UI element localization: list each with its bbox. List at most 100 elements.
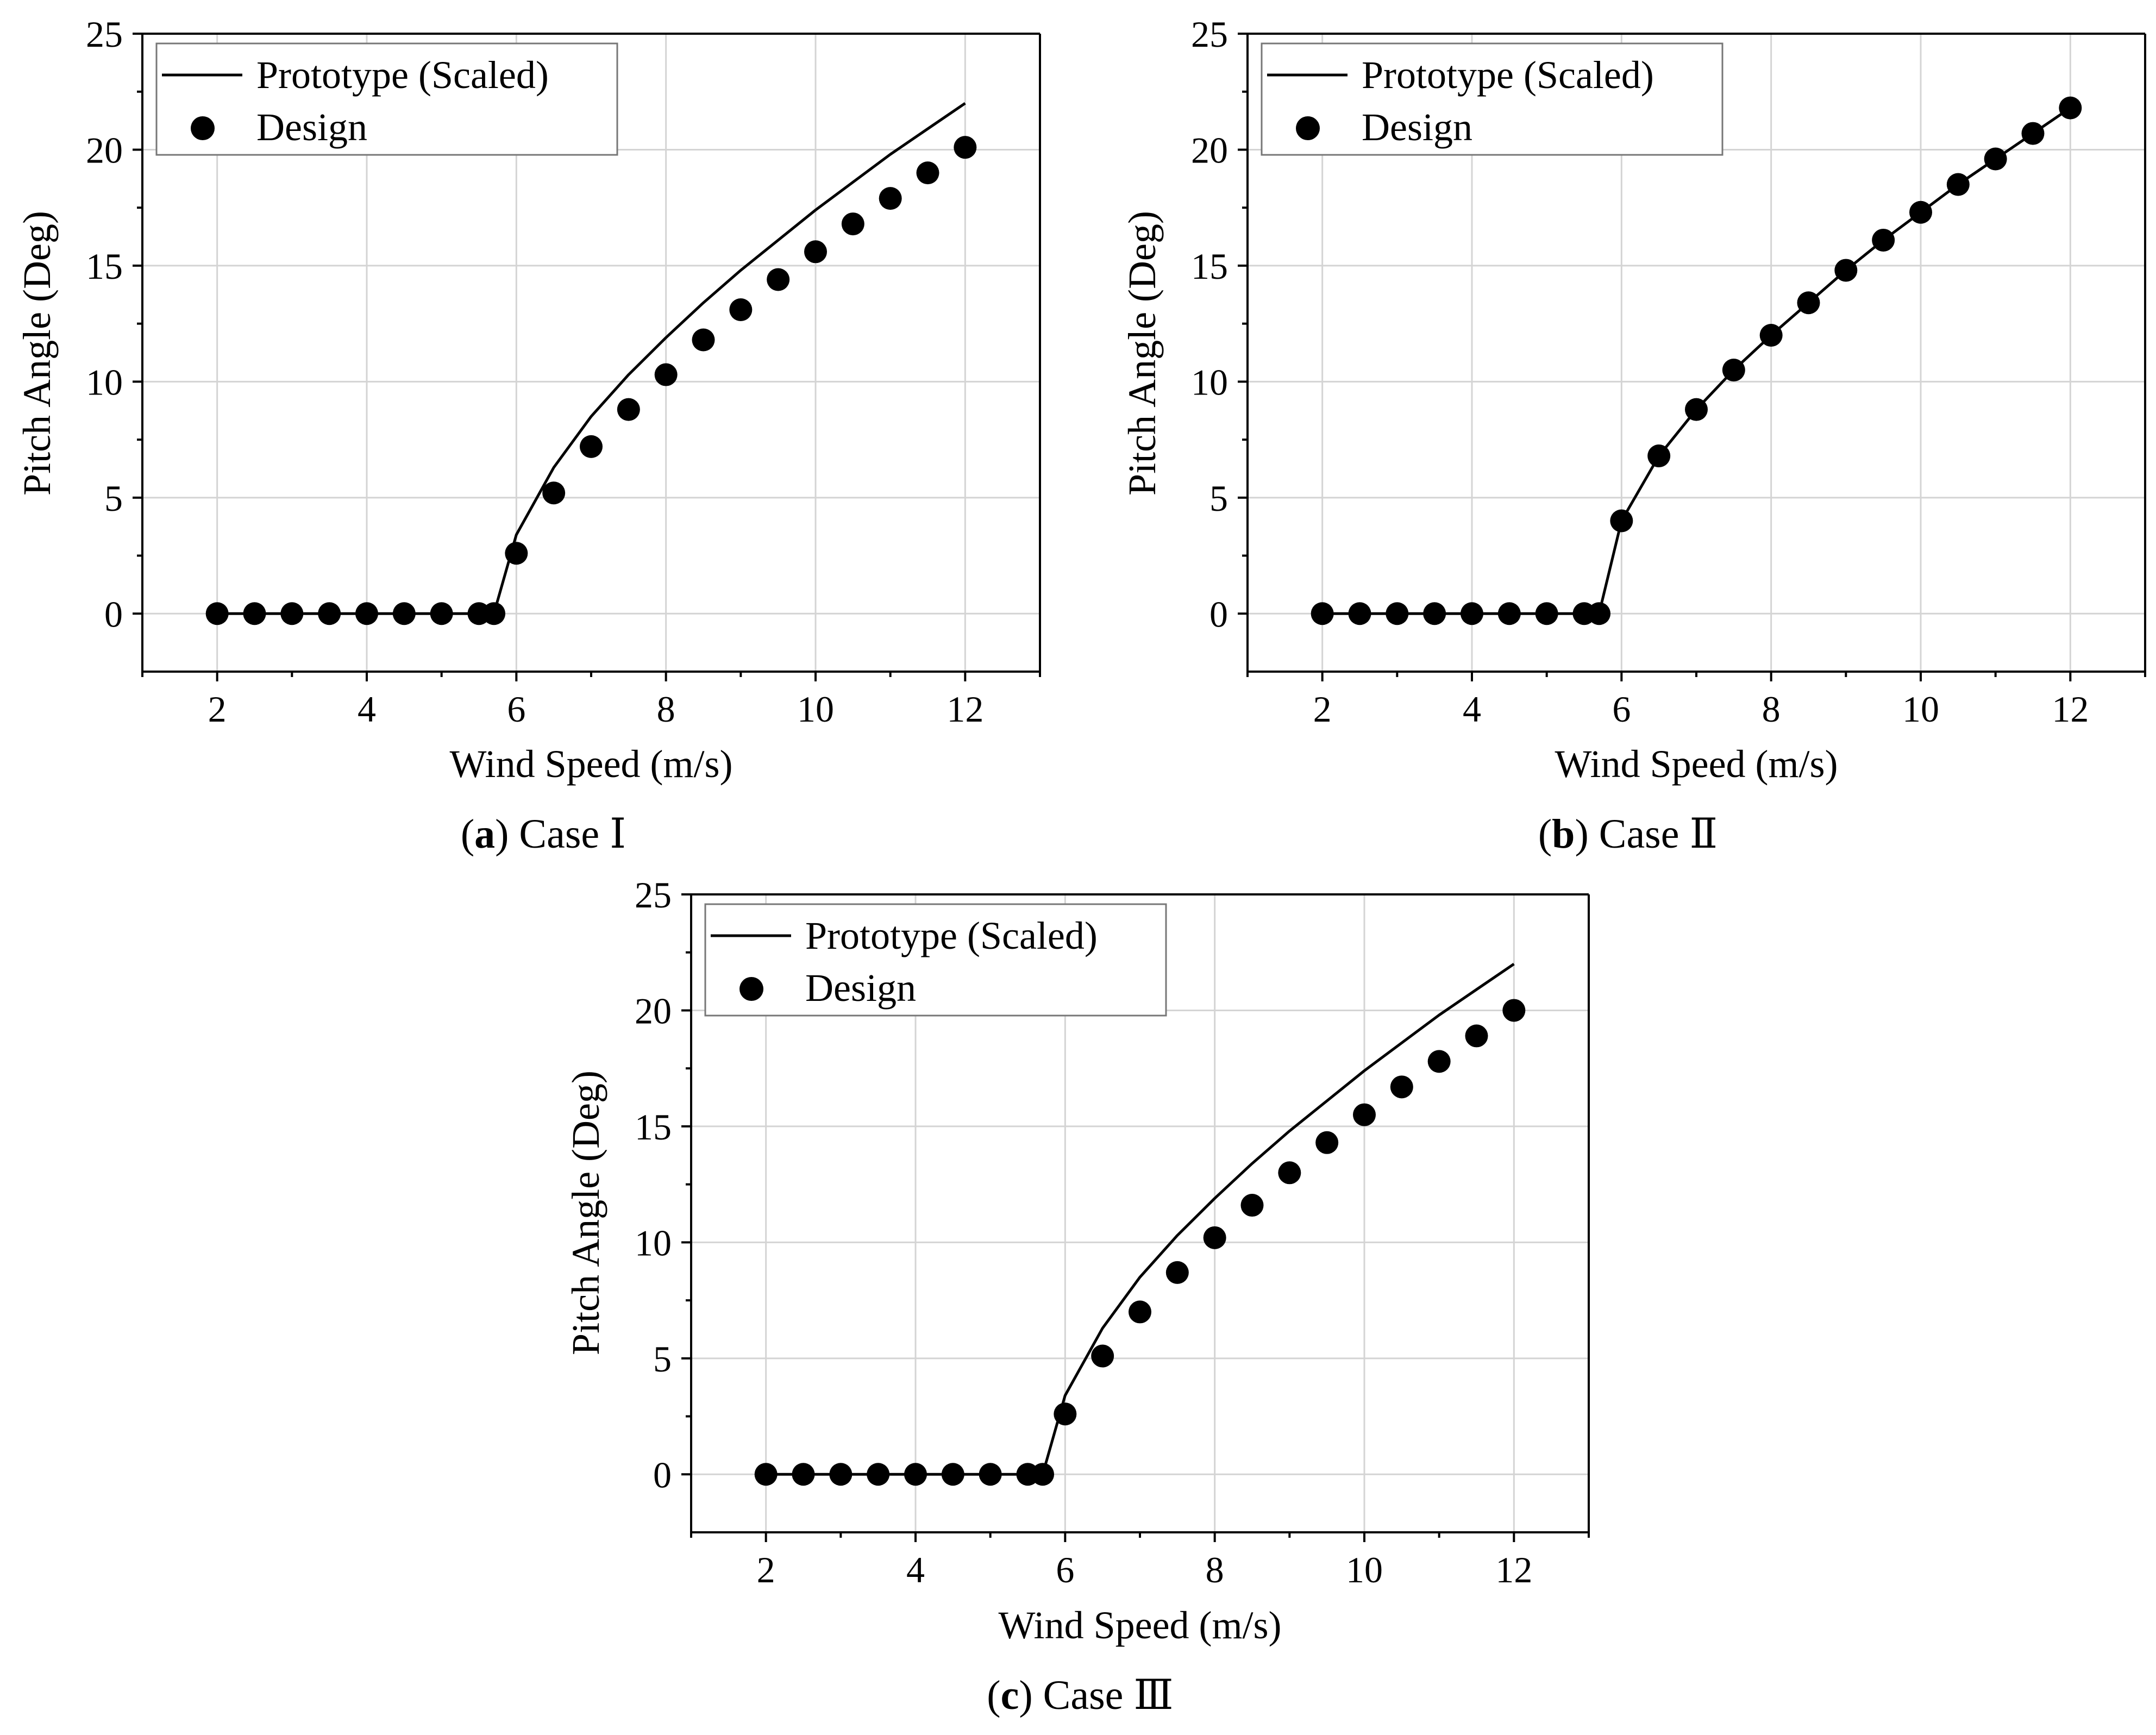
y-axis-title: Pitch Angle (Deg) xyxy=(15,211,59,496)
design-point xyxy=(1759,323,1783,347)
x-axis-title: Wind Speed (m/s) xyxy=(1555,742,1838,786)
design-point xyxy=(904,1463,927,1486)
design-point xyxy=(879,187,902,210)
design-point xyxy=(792,1463,815,1486)
design-point xyxy=(1031,1463,1055,1486)
x-tick-label: 6 xyxy=(1612,688,1631,730)
y-tick-label: 0 xyxy=(653,1454,672,1495)
design-point xyxy=(392,602,416,625)
x-tick-label: 12 xyxy=(1495,1549,1532,1590)
design-point xyxy=(1685,398,1708,421)
y-tick-label: 20 xyxy=(635,990,672,1031)
design-point xyxy=(1588,602,1611,625)
design-point xyxy=(1427,1050,1451,1073)
legend-box xyxy=(704,903,1167,1017)
design-point xyxy=(2021,122,2045,145)
design-point xyxy=(1502,999,1526,1022)
design-point xyxy=(580,435,603,458)
design-point xyxy=(542,481,566,505)
legend-marker-swatch xyxy=(191,116,215,140)
x-tick-label: 6 xyxy=(1056,1549,1074,1590)
caption-letter: a xyxy=(474,811,495,857)
design-point xyxy=(867,1463,890,1486)
y-tick-label: 25 xyxy=(635,874,672,916)
design-point xyxy=(1315,1131,1339,1154)
x-tick-label: 4 xyxy=(1463,688,1481,730)
design-point xyxy=(1497,602,1521,625)
design-point xyxy=(243,602,266,625)
y-tick-label: 10 xyxy=(635,1222,672,1263)
design-point xyxy=(1535,602,1558,625)
y-tick-label: 5 xyxy=(104,478,123,519)
design-point xyxy=(767,268,790,291)
x-tick-label: 8 xyxy=(1206,1549,1224,1590)
x-axis-title: Wind Speed (m/s) xyxy=(998,1604,1281,1647)
caption-open: ( xyxy=(987,1673,1000,1718)
design-point xyxy=(430,602,453,625)
design-point xyxy=(1278,1161,1301,1185)
design-point xyxy=(1946,173,1970,196)
legend: Prototype (Scaled) Design xyxy=(1261,42,1723,156)
y-tick-label: 5 xyxy=(1209,478,1228,519)
y-axis-title: Pitch Angle (Deg) xyxy=(1120,211,1164,496)
panel-caption: (c) Case Ⅲ xyxy=(987,1673,1173,1718)
design-point xyxy=(1461,602,1483,625)
caption-open: ( xyxy=(1538,811,1552,857)
prototype-scaled-line xyxy=(217,102,966,615)
legend-label-prototype: Prototype (Scaled) xyxy=(805,914,1098,957)
design-point xyxy=(482,602,506,625)
y-tick-label: 0 xyxy=(104,593,123,635)
design-point xyxy=(1311,602,1334,625)
legend-label-prototype: Prototype (Scaled) xyxy=(1362,53,1654,97)
x-tick-label: 2 xyxy=(757,1549,775,1590)
y-tick-label: 0 xyxy=(1209,593,1228,635)
legend-label-design: Design xyxy=(805,966,916,1010)
x-axis-title: Wind Speed (m/s) xyxy=(449,742,732,786)
design-point xyxy=(1348,602,1371,625)
design-point xyxy=(1165,1261,1189,1284)
design-point xyxy=(941,1463,964,1486)
design-point xyxy=(1353,1103,1376,1126)
caption-letter: c xyxy=(1001,1673,1019,1718)
design-point xyxy=(1797,291,1820,315)
design-point xyxy=(979,1463,1002,1486)
y-tick-label: 10 xyxy=(1191,361,1228,403)
design-point xyxy=(1872,228,1895,252)
design-point xyxy=(1610,509,1633,533)
design-point xyxy=(617,398,640,421)
design-point xyxy=(318,602,341,625)
design-point xyxy=(754,1463,778,1486)
design-point xyxy=(1129,1300,1151,1324)
x-tick-label: 10 xyxy=(1346,1549,1383,1590)
panel-caption: (a) Case Ⅰ xyxy=(461,811,626,857)
design-point xyxy=(280,602,304,625)
y-tick-label: 15 xyxy=(1191,246,1228,287)
legend-box xyxy=(155,42,618,156)
design-point xyxy=(1203,1226,1226,1249)
y-tick-label: 5 xyxy=(653,1338,672,1380)
design-point xyxy=(505,542,528,565)
design-point xyxy=(1834,259,1858,282)
design-point xyxy=(1054,1402,1077,1426)
legend: Prototype (Scaled) Design xyxy=(704,903,1167,1017)
y-tick-label: 15 xyxy=(86,246,123,287)
y-tick-label: 25 xyxy=(1191,14,1228,55)
x-tick-label: 4 xyxy=(906,1549,925,1590)
y-tick-label: 10 xyxy=(86,361,123,403)
design-point xyxy=(804,240,827,264)
x-tick-label: 12 xyxy=(2052,688,2089,730)
prototype-scaled-line xyxy=(766,963,1515,1476)
x-tick-label: 12 xyxy=(947,688,983,730)
panel-c: 2 4 6 8 10 12 0 5 10 15 20 25 Wind Speed (m/s) Pitc… xyxy=(564,874,1590,1718)
caption-open: ( xyxy=(461,811,474,857)
legend-box xyxy=(1261,42,1723,156)
design-point xyxy=(1240,1194,1264,1217)
design-point xyxy=(1390,1075,1413,1099)
design-point xyxy=(1984,147,2007,171)
panel-a: 2 4 6 8 10 12 0 5 10 15 20 25 Wind Speed (m/s) Pitc… xyxy=(15,14,1041,857)
y-tick-label: 20 xyxy=(1191,129,1228,171)
legend-label-design: Design xyxy=(256,105,367,149)
design-point xyxy=(355,602,378,625)
